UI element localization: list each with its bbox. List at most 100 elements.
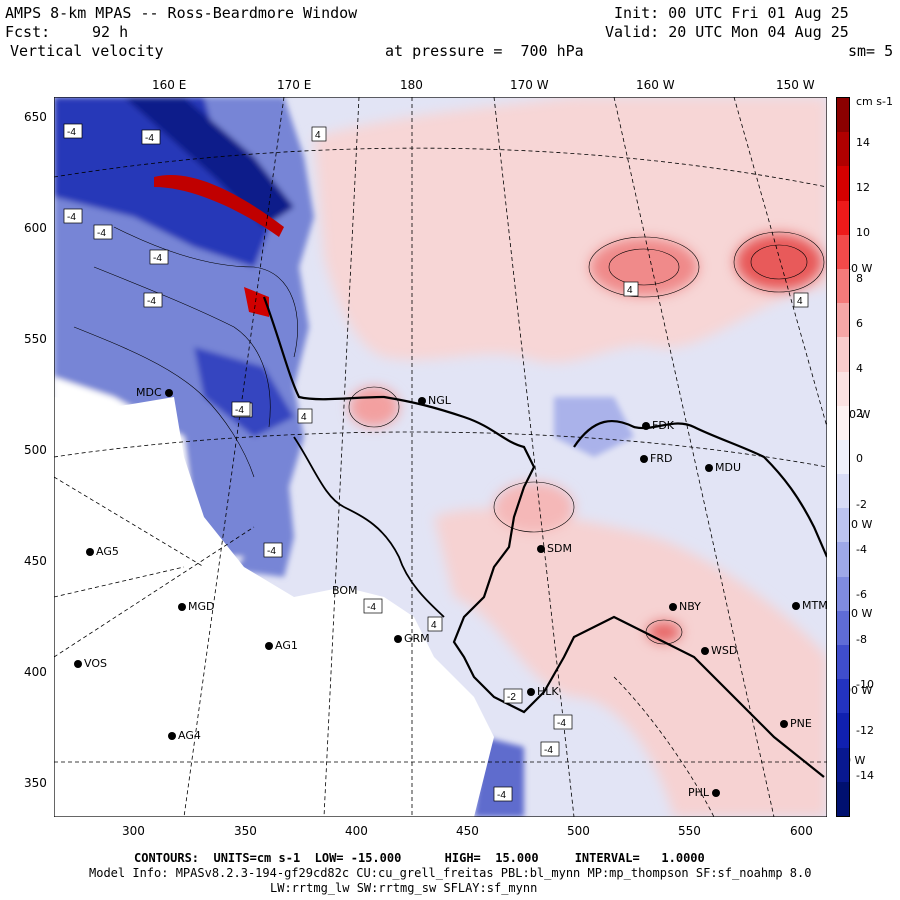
colorbar-swatch [837, 234, 849, 269]
station-ag4[interactable]: AG4 [168, 729, 201, 742]
station-marker-icon [418, 397, 426, 405]
x-axis-label: 350 [234, 824, 257, 838]
station-mgd[interactable]: MGD [178, 600, 215, 613]
top-lon-label: 150 W [776, 78, 815, 92]
colorbar-tick-label: -6 [856, 588, 867, 601]
station-fdk[interactable]: FDK [642, 419, 674, 432]
colorbar-swatch [837, 200, 849, 235]
colorbar-tick-label: -4 [856, 542, 867, 556]
x-axis-label: 600 [790, 824, 813, 838]
map-canvas: -4 -4 4 -4 -4 4 4 4 4 -4 -4 -4 -2 -4 -4 … [54, 97, 827, 817]
station-marker-icon [537, 545, 545, 553]
x-axis-label: 500 [567, 824, 590, 838]
station-ag5[interactable]: AG5 [86, 545, 119, 558]
colorbar-tick-label: 0 [856, 452, 863, 466]
contour-label: -4 [367, 602, 376, 613]
vertical-velocity-map[interactable]: -4 -4 4 -4 -4 4 4 4 4 -4 -4 -4 -2 -4 -4 … [54, 97, 872, 817]
positive-field-regions [314, 97, 827, 817]
station-ngl[interactable]: NGL [418, 394, 451, 407]
colorbar-tick-label: -10 [856, 678, 874, 692]
contour-lines [73, 226, 825, 645]
contour-label: 4 [315, 130, 321, 141]
contour-label: -4 [153, 253, 162, 264]
station-mdc[interactable]: MDC [136, 386, 175, 399]
colorbar-swatch [837, 474, 849, 509]
station-marker-icon [168, 732, 176, 740]
contour-label: 4 [431, 620, 437, 631]
colorbar-units: cm s-1 [856, 95, 893, 108]
colorbar-swatch [837, 268, 849, 304]
model-info: Model Info: MPASv8.2.3-194-gf29cd82c CU:… [89, 866, 812, 880]
colorbar-swatch [837, 439, 849, 475]
colorbar-tick-label: -12 [856, 723, 874, 737]
station-ag1[interactable]: AG1 [265, 639, 298, 652]
station-mtm[interactable]: MTM [792, 599, 828, 612]
colorbar-swatch [837, 645, 849, 680]
station-marker-icon [780, 720, 788, 728]
station-marker-icon [792, 602, 800, 610]
colorbar-tick-label: 6 [856, 316, 863, 330]
contour-label: -4 [235, 405, 244, 416]
station-grm[interactable]: GRM [394, 632, 430, 645]
colorbar-swatch [837, 679, 849, 714]
station-marker-icon [701, 647, 709, 655]
map-title: AMPS 8-km MPAS -- Ross-Beardmore Window [5, 4, 358, 22]
y-axis-label: 350 [24, 776, 47, 790]
y-axis-label: 400 [24, 665, 47, 679]
colorbar-tick-label: 12 [856, 181, 870, 195]
colorbar-swatch [837, 576, 849, 611]
valid-time: Valid: 20 UTC Mon 04 Aug 25 [605, 23, 849, 41]
colorbar [836, 97, 850, 817]
colorbar-swatch [837, 610, 849, 645]
station-marker-icon [705, 464, 713, 472]
colorbar-swatch [837, 303, 849, 338]
contour-label: 4 [797, 296, 803, 307]
station-marker-icon [74, 660, 82, 668]
station-marker-icon [642, 422, 650, 430]
station-wsd[interactable]: WSD [701, 644, 737, 657]
colorbar-tick-label: 14 [856, 136, 870, 149]
station-mdu[interactable]: MDU [705, 461, 741, 474]
contour-label-boxes: -4 -4 4 -4 -4 4 4 4 4 -4 -4 -4 -2 -4 -4 … [63, 123, 809, 802]
contour-label: 4 [627, 285, 633, 296]
station-pne[interactable]: PNE [780, 717, 812, 730]
station-bom[interactable]: BOM [332, 584, 358, 597]
colorbar-swatch [837, 747, 849, 782]
station-marker-icon [265, 642, 273, 650]
contour-label: -4 [557, 718, 566, 729]
colorbar-tick-label: 4 [856, 362, 863, 375]
top-lon-label: 160 W [636, 78, 675, 92]
station-marker-icon [527, 688, 535, 696]
colorbar-swatch [837, 371, 849, 406]
contour-label: -4 [267, 546, 276, 557]
smoothing-value: sm= 5 [848, 42, 894, 60]
forecast-label: Fcst: [5, 23, 51, 41]
x-axis-label: 300 [122, 824, 145, 838]
ice-shelf-edge [293, 436, 445, 618]
contour-info: CONTOURS: UNITS=cm s-1 LOW= -15.000 HIGH… [134, 851, 705, 865]
station-marker-icon [640, 455, 648, 463]
station-phl[interactable]: PHL [688, 786, 722, 799]
physics-info: LW:rrtmg_lw SW:rrtmg_sw SFLAY:sf_mynn [270, 881, 538, 895]
x-axis-label: 450 [456, 824, 479, 838]
contour-label: -4 [544, 745, 553, 756]
station-marker-icon [86, 548, 94, 556]
station-vos[interactable]: VOS [74, 657, 107, 670]
colorbar-swatch [837, 132, 849, 167]
station-frd[interactable]: FRD [640, 452, 672, 465]
top-lon-label: 160 E [152, 78, 187, 92]
positive-maximum-streak [154, 175, 284, 237]
contour-label: -4 [145, 133, 154, 144]
station-nby[interactable]: NBY [669, 600, 701, 613]
colorbar-tick-label: -14 [856, 768, 874, 782]
forecast-hour: 92 h [92, 23, 129, 41]
contour-label: -4 [147, 296, 156, 307]
init-time: Init: 00 UTC Fri 01 Aug 25 [614, 4, 849, 22]
contour-label: -4 [67, 212, 76, 223]
y-axis-label: 550 [24, 332, 47, 346]
station-hlk[interactable]: HLK [527, 685, 559, 698]
colorbar-swatch [837, 166, 849, 201]
x-axis-label: 550 [678, 824, 701, 838]
station-sdm[interactable]: SDM [537, 542, 572, 555]
colorbar-swatch [837, 337, 849, 372]
